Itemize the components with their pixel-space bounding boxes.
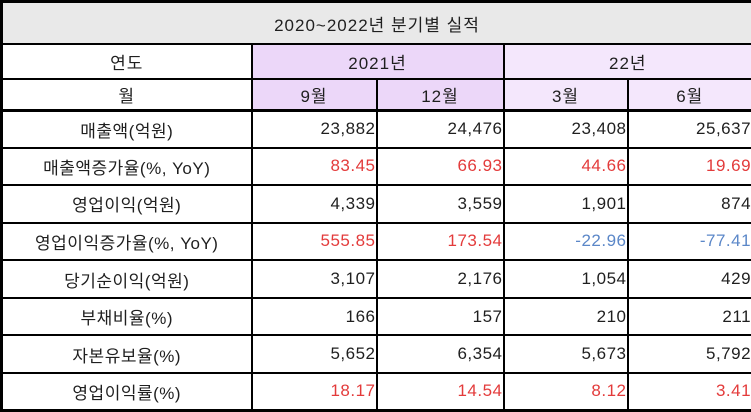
table-row-capital-reserve-ratio: 자본유보율(%) 5,652 6,354 5,673 5,792 [0, 334, 751, 374]
value-cell: 210 [502, 296, 629, 337]
value-cell: 66.93 [375, 146, 505, 187]
table-row-revenue-growth: 매출액증가율(%, YoY) 83.45 66.93 44.66 19.69 [0, 146, 751, 187]
table-title-row: 2020~2022년 분기별 실적 [0, 0, 751, 46]
value-cell: 24,476 [375, 109, 505, 149]
value-cell: 2,176 [375, 259, 505, 299]
table-row-net-income: 당기순이익(억원) 3,107 2,176 1,054 429 [0, 259, 751, 299]
value-cell: 5,673 [502, 334, 629, 374]
value-cell: 4,339 [250, 184, 378, 224]
value-cell: 44.66 [502, 146, 629, 187]
value-cell: 6,354 [375, 334, 505, 374]
row-label: 당기순이익(억원) [0, 259, 253, 299]
row-label: 자본유보율(%) [0, 334, 253, 374]
month-header-2022-jun: 6월 [626, 77, 751, 112]
table-title: 2020~2022년 분기별 실적 [0, 0, 751, 46]
value-cell: 5,652 [250, 334, 378, 374]
value-cell: 166 [250, 296, 378, 337]
row-label: 매출액증가율(%, YoY) [0, 146, 253, 187]
value-cell: 211 [626, 296, 751, 337]
year-group-2021: 2021년 [250, 43, 505, 80]
value-cell: 3,107 [250, 259, 378, 299]
value-cell: 18.17 [250, 371, 378, 412]
table-row-revenue: 매출액(억원) 23,882 24,476 23,408 25,637 [0, 109, 751, 149]
value-cell: -22.96 [502, 221, 629, 262]
value-cell: 83.45 [250, 146, 378, 187]
value-cell: 5,792 [626, 334, 751, 374]
row-label: 영업이익률(%) [0, 371, 253, 412]
table-row-debt-ratio: 부채비율(%) 166 157 210 211 [0, 296, 751, 337]
value-cell: 173.54 [375, 221, 505, 262]
value-cell: 3.41 [626, 371, 751, 412]
value-cell: 14.54 [375, 371, 505, 412]
month-header-label: 월 [0, 77, 253, 112]
year-header-row: 연도 2021년 22년 [0, 43, 751, 80]
value-cell: 8.12 [502, 371, 629, 412]
month-header-row: 월 9월 12월 3월 6월 [0, 77, 751, 112]
value-cell: 25,637 [626, 109, 751, 149]
month-header-2021-dec: 12월 [375, 77, 505, 112]
value-cell: 3,559 [375, 184, 505, 224]
value-cell: 874 [626, 184, 751, 224]
table-row-operating-profit-growth: 영업이익증가율(%, YoY) 555.85 173.54 -22.96 -77… [0, 221, 751, 262]
value-cell: 429 [626, 259, 751, 299]
value-cell: 23,882 [250, 109, 378, 149]
month-header-2022-mar: 3월 [502, 77, 629, 112]
value-cell: 1,054 [502, 259, 629, 299]
value-cell: -77.41 [626, 221, 751, 262]
value-cell: 1,901 [502, 184, 629, 224]
year-header-label: 연도 [0, 43, 253, 80]
month-header-2021-sep: 9월 [250, 77, 378, 112]
table-row-operating-profit: 영업이익(억원) 4,339 3,559 1,901 874 [0, 184, 751, 224]
table-row-operating-margin: 영업이익률(%) 18.17 14.54 8.12 3.41 [0, 371, 751, 412]
value-cell: 555.85 [250, 221, 378, 262]
row-label: 영업이익증가율(%, YoY) [0, 221, 253, 262]
value-cell: 23,408 [502, 109, 629, 149]
value-cell: 157 [375, 296, 505, 337]
row-label: 부채비율(%) [0, 296, 253, 337]
value-cell: 19.69 [626, 146, 751, 187]
row-label: 매출액(억원) [0, 109, 253, 149]
year-group-2022: 22년 [502, 43, 751, 80]
row-label: 영업이익(억원) [0, 184, 253, 224]
